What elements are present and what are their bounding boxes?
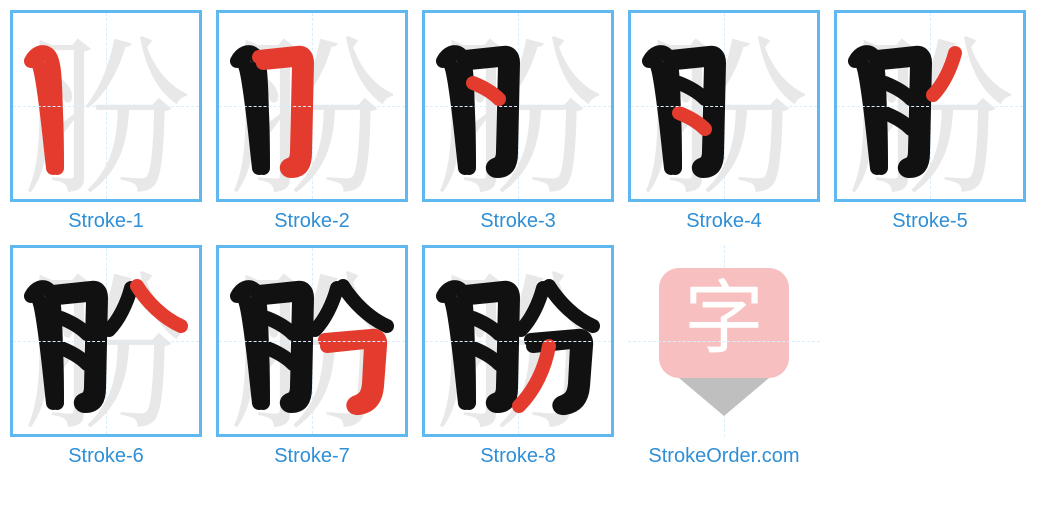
stroke-overlay-1	[13, 13, 199, 199]
stroke-overlay-4	[631, 13, 817, 199]
stroke-cell-7: 肦Stroke-7	[216, 245, 408, 468]
stroke-box-3: 肦	[422, 10, 614, 202]
stroke-cell-8: 肦Stroke-8	[422, 245, 614, 468]
stroke-overlay-3	[425, 13, 611, 199]
stroke-overlay-7	[219, 248, 405, 434]
stroke-box-2: 肦	[216, 10, 408, 202]
logo-box: 字	[628, 245, 820, 437]
stroke-overlay-8	[425, 248, 611, 434]
stroke-cell-5: 肦Stroke-5	[834, 10, 1026, 233]
stroke-cell-6: 肦Stroke-6	[10, 245, 202, 468]
stroke-cell-4: 肦Stroke-4	[628, 10, 820, 233]
stroke-box-7: 肦	[216, 245, 408, 437]
site-logo-icon: 字	[628, 245, 820, 437]
logo-cell: 字 StrokeOrder.com	[628, 245, 820, 468]
stroke-box-4: 肦	[628, 10, 820, 202]
stroke-overlay-2	[219, 13, 405, 199]
stroke-cell-2: 肦Stroke-2	[216, 10, 408, 233]
stroke-box-1: 肦	[10, 10, 202, 202]
stroke-cell-3: 肦Stroke-3	[422, 10, 614, 233]
stroke-overlay-5	[837, 13, 1023, 199]
stroke-grid: 肦Stroke-1肦Stroke-2肦Stroke-3肦Stroke-4肦Str…	[10, 10, 1040, 468]
stroke-overlay-6	[13, 248, 199, 434]
svg-text:字: 字	[684, 276, 764, 364]
logo-caption: StrokeOrder.com	[648, 445, 799, 468]
stroke-box-6: 肦	[10, 245, 202, 437]
stroke-box-5: 肦	[834, 10, 1026, 202]
stroke-box-8: 肦	[422, 245, 614, 437]
stroke-cell-1: 肦Stroke-1	[10, 10, 202, 233]
